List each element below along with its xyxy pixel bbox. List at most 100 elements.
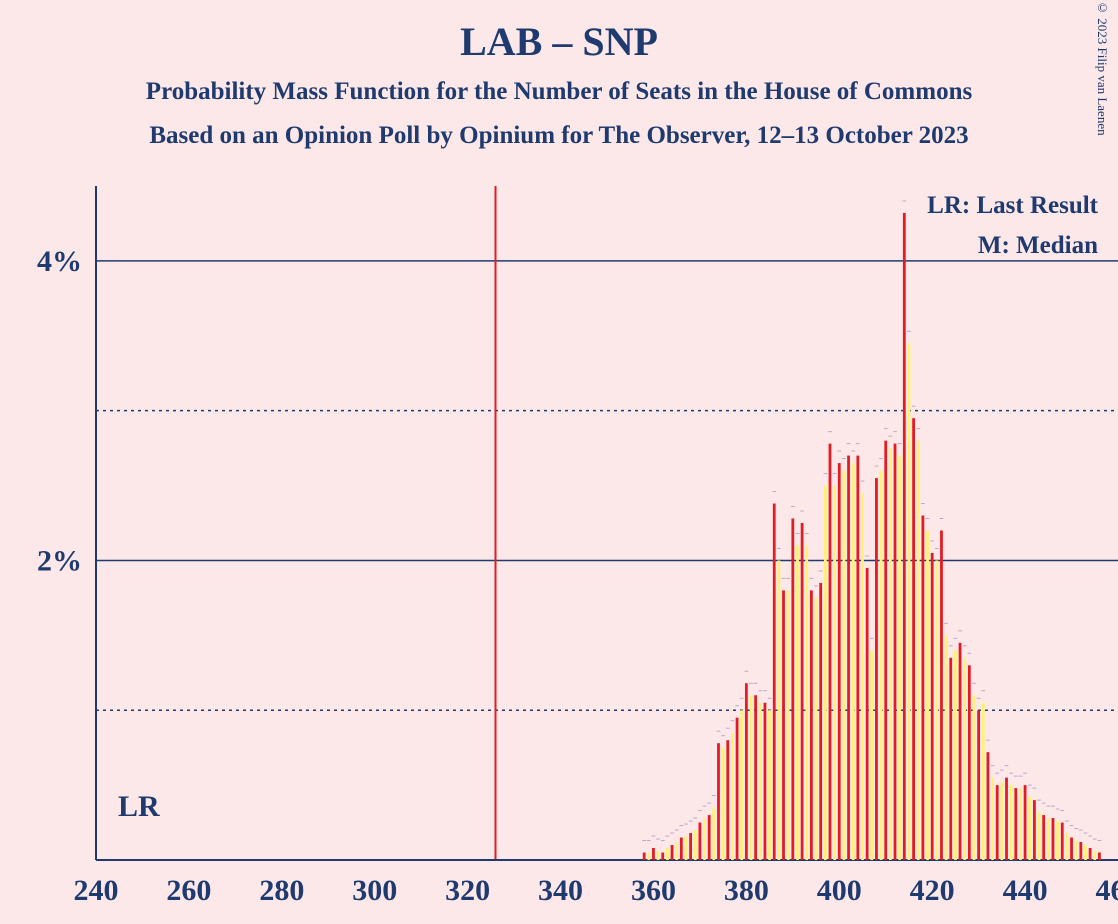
pmf-bar	[884, 441, 887, 860]
pmf-bar	[791, 519, 794, 860]
pmf-bar	[921, 516, 924, 860]
x-tick-label: 400	[817, 874, 862, 907]
pmf-bar	[977, 710, 980, 860]
pmf-bar	[889, 448, 892, 860]
pmf-bar	[777, 560, 780, 860]
pmf-bar	[829, 444, 832, 860]
pmf-bar	[991, 778, 994, 860]
pmf-bar	[968, 665, 971, 860]
pmf-bar	[898, 456, 901, 860]
pmf-bar	[843, 471, 846, 860]
pmf-bar	[912, 418, 915, 860]
pmf-bar	[666, 848, 669, 860]
pmf-bar	[815, 598, 818, 860]
pmf-bar	[1010, 785, 1013, 860]
pmf-bar	[1005, 778, 1008, 860]
pmf-bar	[773, 504, 776, 860]
pmf-bar	[987, 752, 990, 860]
pmf-bar	[1066, 833, 1069, 860]
pmf-bar	[1079, 842, 1082, 860]
pmf-bar	[1084, 845, 1087, 860]
pmf-bar	[801, 523, 804, 860]
pmf-bar	[856, 456, 859, 860]
pmf-bar	[963, 658, 966, 860]
x-tick-label: 440	[1003, 874, 1048, 907]
pmf-bar	[1047, 818, 1050, 860]
pmf-bar	[1000, 782, 1003, 860]
pmf-bar	[671, 845, 674, 860]
pmf-bar	[949, 658, 952, 860]
pmf-bar	[796, 545, 799, 860]
pmf-bar	[782, 590, 785, 860]
pmf-bar	[722, 748, 725, 860]
pmf-bar	[945, 635, 948, 860]
pmf-bar	[1042, 815, 1045, 860]
pmf-bar	[894, 444, 897, 860]
pmf-bar	[838, 463, 841, 860]
pmf-bar	[926, 530, 929, 860]
pmf-bar	[652, 848, 655, 860]
plot-area: 2%4%240260280300320340360380400420440460	[0, 0, 1118, 924]
x-tick-label: 260	[166, 874, 211, 907]
x-tick-label: 460	[1096, 874, 1118, 907]
pmf-bar	[1056, 821, 1059, 860]
pmf-bar	[643, 853, 646, 860]
pmf-bar	[875, 478, 878, 860]
x-tick-label: 240	[74, 874, 119, 907]
pmf-bar	[1061, 823, 1064, 860]
pmf-bar	[880, 471, 883, 860]
x-tick-label: 300	[352, 874, 397, 907]
pmf-chart: © 2023 Filip van Laenen LAB – SNP Probab…	[0, 0, 1118, 924]
pmf-bar	[768, 710, 771, 860]
pmf-bar	[717, 743, 720, 860]
pmf-bar	[1033, 800, 1036, 860]
pmf-bar	[661, 853, 664, 860]
pmf-bar	[973, 695, 976, 860]
pmf-bar	[680, 838, 683, 860]
pmf-bar	[940, 530, 943, 860]
pmf-bar	[726, 740, 729, 860]
pmf-bar	[870, 650, 873, 860]
pmf-bar	[759, 703, 762, 860]
pmf-bar	[685, 836, 688, 860]
y-tick-label: 2%	[37, 544, 82, 577]
pmf-bar	[1089, 848, 1092, 860]
pmf-bar	[731, 733, 734, 860]
pmf-bar	[1014, 788, 1017, 860]
pmf-bar	[935, 560, 938, 860]
pmf-bar	[824, 486, 827, 860]
pmf-bar	[1052, 818, 1055, 860]
pmf-bar	[703, 818, 706, 860]
pmf-bar	[866, 568, 869, 860]
pmf-bar	[917, 441, 920, 860]
pmf-bar	[647, 853, 650, 860]
pmf-bar	[805, 545, 808, 860]
pmf-bar	[694, 830, 697, 860]
pmf-bar	[699, 823, 702, 860]
pmf-bar	[847, 456, 850, 860]
pmf-bar	[931, 553, 934, 860]
pmf-bar	[1038, 812, 1041, 860]
pmf-bar	[754, 695, 757, 860]
x-tick-label: 280	[259, 874, 304, 907]
pmf-bar	[819, 583, 822, 860]
pmf-bar	[1028, 797, 1031, 860]
x-tick-label: 420	[910, 874, 955, 907]
pmf-bar	[959, 643, 962, 860]
pmf-bar	[708, 815, 711, 860]
pmf-bar	[1019, 788, 1022, 860]
x-tick-label: 320	[445, 874, 490, 907]
pmf-bar	[908, 343, 911, 860]
pmf-bar	[740, 710, 743, 860]
pmf-bar	[736, 718, 739, 860]
pmf-bar	[852, 463, 855, 860]
pmf-bar	[712, 808, 715, 860]
pmf-bar	[810, 590, 813, 860]
pmf-bar	[861, 493, 864, 860]
x-tick-label: 360	[631, 874, 676, 907]
pmf-bar	[787, 590, 790, 860]
pmf-bar	[1024, 785, 1027, 860]
pmf-bar	[1070, 838, 1073, 860]
x-tick-label: 380	[724, 874, 769, 907]
pmf-bar	[689, 833, 692, 860]
